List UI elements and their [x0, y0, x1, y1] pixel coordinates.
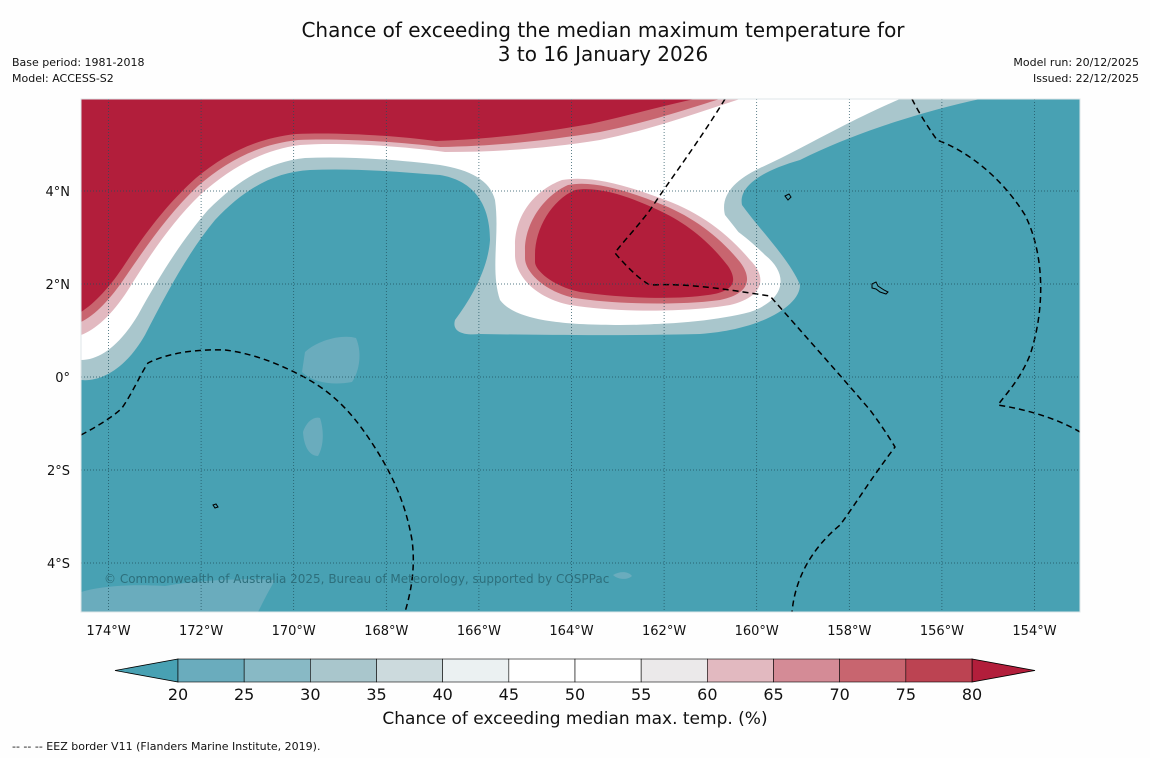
longitude-label: 158°W: [827, 624, 871, 639]
colorbar-bin: [508, 658, 576, 683]
metadata-right: Model run: 20/12/2025 Issued: 22/12/2025: [1013, 55, 1139, 87]
colorbar-bin: [839, 658, 907, 683]
cool-patch: [303, 417, 323, 456]
longitude-label: 164°W: [549, 624, 593, 639]
longitude-label: 172°W: [179, 624, 223, 639]
copyright-note: © Commonwealth of Australia 2025, Bureau…: [104, 572, 609, 586]
eez-border: [911, 99, 1080, 433]
longitude-label: 174°W: [86, 624, 130, 639]
colorbar-bin: [905, 658, 973, 683]
colorbar-bin: [773, 658, 840, 683]
anomaly-band-red: [81, 99, 695, 312]
colorbar-bin: [243, 658, 311, 683]
colorbar-bin: [177, 658, 245, 683]
colorbar-tick-label: 20: [168, 685, 188, 704]
eez-border: [81, 349, 415, 612]
chart-title-line1: Chance of exceeding the median maximum t…: [301, 18, 905, 42]
cool-patch: [302, 336, 360, 384]
metadata-left: Base period: 1981-2018 Model: ACCESS-S2: [12, 55, 144, 87]
colorbar-tick-label: 80: [962, 685, 982, 704]
map-panel: © Commonwealth of Australia 2025, Bureau…: [81, 99, 1080, 612]
colorbar-tick-label: 75: [896, 685, 916, 704]
colorbar-bin: [376, 658, 443, 683]
colorbar: 20 25 30 35 40 45 50 55 60 65 70 75 80: [114, 658, 1036, 704]
longitude-label: 170°W: [272, 624, 316, 639]
colorbar-tick-label: 35: [366, 685, 386, 704]
hot-blob-core: [535, 189, 734, 298]
longitude-label: 156°W: [920, 624, 964, 639]
latitude-labels: 4°N 2°N 0° 2°S 4°S: [46, 185, 71, 572]
model-name: Model: ACCESS-S2: [12, 72, 114, 85]
cool-patch: [613, 572, 632, 579]
island: [212, 503, 219, 509]
latitude-label: 4°N: [46, 185, 71, 200]
issued-date: Issued: 22/12/2025: [1032, 72, 1139, 85]
chart-title: Chance of exceeding the median maximum t…: [0, 18, 1150, 66]
colorbar-over-arrow: [971, 658, 1036, 683]
colorbar-tick-label: 40: [432, 685, 452, 704]
eez-border: [614, 99, 896, 612]
colorbar-tick-label: 30: [300, 685, 320, 704]
colorbar-tick-label: 25: [234, 685, 254, 704]
longitude-label: 162°W: [642, 624, 686, 639]
colorbar-tick-label: 45: [499, 685, 519, 704]
anomaly-band-red-mid: [81, 99, 720, 322]
latitude-label: 4°S: [47, 557, 70, 572]
colorbar-tick-label: 60: [697, 685, 717, 704]
colorbar-bin: [574, 658, 642, 683]
colorbar-label: Chance of exceeding median max. temp. (%…: [382, 709, 768, 729]
eez-legend-note: -- -- -- EEZ border V11 (Flanders Marine…: [12, 740, 321, 753]
colorbar-bin: [640, 658, 708, 683]
model-run: Model run: 20/12/2025: [1013, 56, 1139, 69]
island: [784, 193, 792, 201]
colorbar-bin: [310, 658, 377, 683]
latitude-label: 2°S: [47, 464, 70, 479]
map-frame: [80, 98, 1081, 613]
longitude-label: 160°W: [735, 624, 779, 639]
anomaly-band-pink: [81, 99, 740, 335]
colorbar-bin: [707, 658, 774, 683]
colorbar-tick-label: 50: [565, 685, 585, 704]
colorbar-bin: [442, 658, 510, 683]
eez-borders: [81, 99, 1080, 612]
longitude-label: 154°W: [1012, 624, 1056, 639]
longitude-label: 166°W: [457, 624, 501, 639]
cool-patch: [81, 579, 275, 612]
latitude-label: 0°: [55, 371, 70, 386]
base-period: Base period: 1981-2018: [12, 56, 145, 69]
colorbar-under-arrow: [114, 658, 179, 683]
chart-title-line2: 3 to 16 January 2026: [497, 42, 709, 66]
colorbar-tick-label: 55: [631, 685, 651, 704]
colorbar-tick-label: 65: [763, 685, 783, 704]
longitude-labels: 174°W 172°W 170°W 168°W 166°W 164°W 162°W 160°W…: [86, 624, 1056, 639]
colorbar-tick-label: 70: [829, 685, 849, 704]
latitude-label: 2°N: [46, 278, 71, 293]
longitude-label: 168°W: [364, 624, 408, 639]
